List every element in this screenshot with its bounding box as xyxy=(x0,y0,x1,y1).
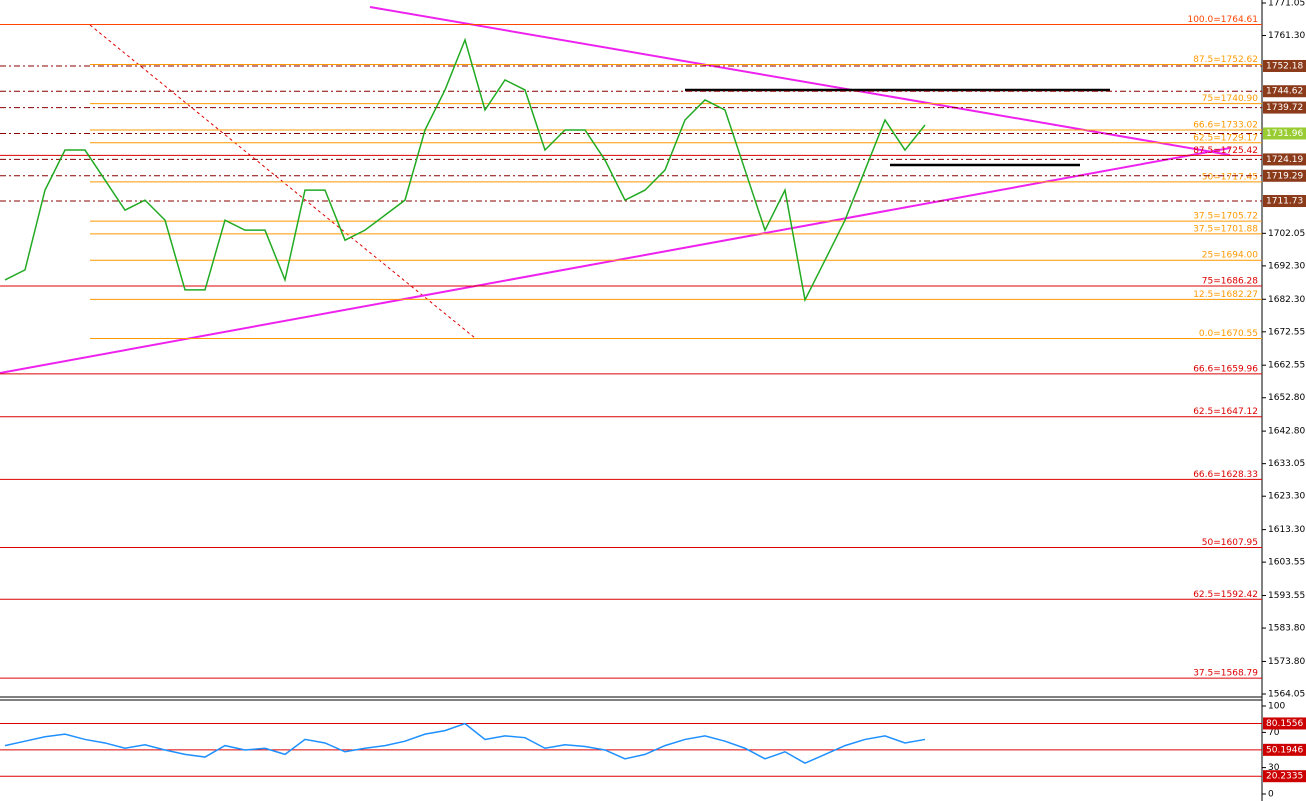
price-tag-label: 1744.62 xyxy=(1266,87,1303,97)
fib-label: 62.5=1592.42 xyxy=(1193,590,1258,600)
fib-label: 87.5=1725.42 xyxy=(1193,146,1258,156)
fib-label: 37.5=1701.88 xyxy=(1193,224,1258,234)
y-tick-label: 1633.05 xyxy=(1268,459,1305,469)
y-tick-label: 1564.05 xyxy=(1268,690,1305,700)
y-tick-label: 70 xyxy=(1268,728,1280,738)
y-tick-label: 1652.80 xyxy=(1268,393,1305,403)
fib-label: 12.5=1682.27 xyxy=(1193,290,1258,300)
fib-label: 66.6=1628.33 xyxy=(1193,470,1258,480)
fib-label: 25=1694.00 xyxy=(1202,251,1258,261)
price-tag-label: 1719.29 xyxy=(1266,171,1303,181)
fib-label: 0.0=1670.55 xyxy=(1199,329,1258,339)
rsi-level-tag xyxy=(1263,743,1306,756)
y-tick-label: 30 xyxy=(1268,763,1280,773)
series-line xyxy=(4,722,926,765)
y-tick-label: 1583.80 xyxy=(1268,624,1305,634)
y-tick-label: 1692.30 xyxy=(1268,261,1305,271)
y-tick-label: 1672.55 xyxy=(1268,327,1305,337)
fib-label: 100.0=1764.61 xyxy=(1187,15,1258,25)
y-tick-label: 1702.05 xyxy=(1268,229,1305,239)
fib-label: 37.5=1568.79 xyxy=(1193,669,1258,679)
fib-label: 62.5=1647.12 xyxy=(1193,407,1258,417)
price-tag xyxy=(1263,169,1306,182)
rsi-level-label: 50.1946 xyxy=(1266,745,1303,755)
fib-label: 50=1607.95 xyxy=(1202,538,1258,548)
y-tick-label: 1593.55 xyxy=(1268,591,1305,601)
y-tick-label: 1761.30 xyxy=(1268,31,1305,41)
y-tick-label: 1771.05 xyxy=(1268,0,1305,9)
fib-label: 50=1717.45 xyxy=(1202,172,1258,182)
y-tick-label: 1603.55 xyxy=(1268,558,1305,568)
price-tag xyxy=(1263,85,1306,98)
fib-label: 75=1686.28 xyxy=(1202,276,1258,286)
price-tag xyxy=(1263,153,1306,166)
fib-label: 62.5=1729.17 xyxy=(1193,133,1258,143)
series-line xyxy=(4,37,926,303)
y-tick-label: 1682.30 xyxy=(1268,295,1305,305)
y-tick-label: 1642.80 xyxy=(1268,427,1305,437)
y-tick-label: 1623.30 xyxy=(1268,492,1305,502)
y-tick-label: 0 xyxy=(1268,790,1274,800)
price-tag-label: 1731.96 xyxy=(1266,129,1303,139)
price-tag xyxy=(1263,59,1306,72)
rsi-level-label: 80.1556 xyxy=(1266,719,1303,729)
fib-label: 66.6=1659.96 xyxy=(1193,364,1258,374)
y-tick-label: 1613.30 xyxy=(1268,525,1305,535)
price-tag-label: 1724.19 xyxy=(1266,155,1303,165)
price-tag-label: 1711.73 xyxy=(1266,197,1303,207)
fib-label: 37.5=1705.72 xyxy=(1193,212,1258,222)
price-tag xyxy=(1263,127,1306,140)
rsi-level-tag xyxy=(1263,770,1306,783)
y-tick-label: 1573.80 xyxy=(1268,657,1305,667)
fib-label: 87.5=1752.62 xyxy=(1193,55,1258,65)
y-tick-label: 100 xyxy=(1268,702,1285,712)
price-tag-label: 1752.18 xyxy=(1266,61,1303,71)
price-tag xyxy=(1263,195,1306,208)
y-tick-label: 1662.55 xyxy=(1268,361,1305,371)
rsi-level-label: 20.2335 xyxy=(1266,772,1303,782)
rsi-level-tag xyxy=(1263,717,1306,730)
price-tag xyxy=(1263,101,1306,114)
fib-label: 66.6=1733.02 xyxy=(1193,120,1258,130)
price-tag-label: 1739.72 xyxy=(1266,103,1303,113)
fib-label: 75=1740.90 xyxy=(1202,94,1258,104)
